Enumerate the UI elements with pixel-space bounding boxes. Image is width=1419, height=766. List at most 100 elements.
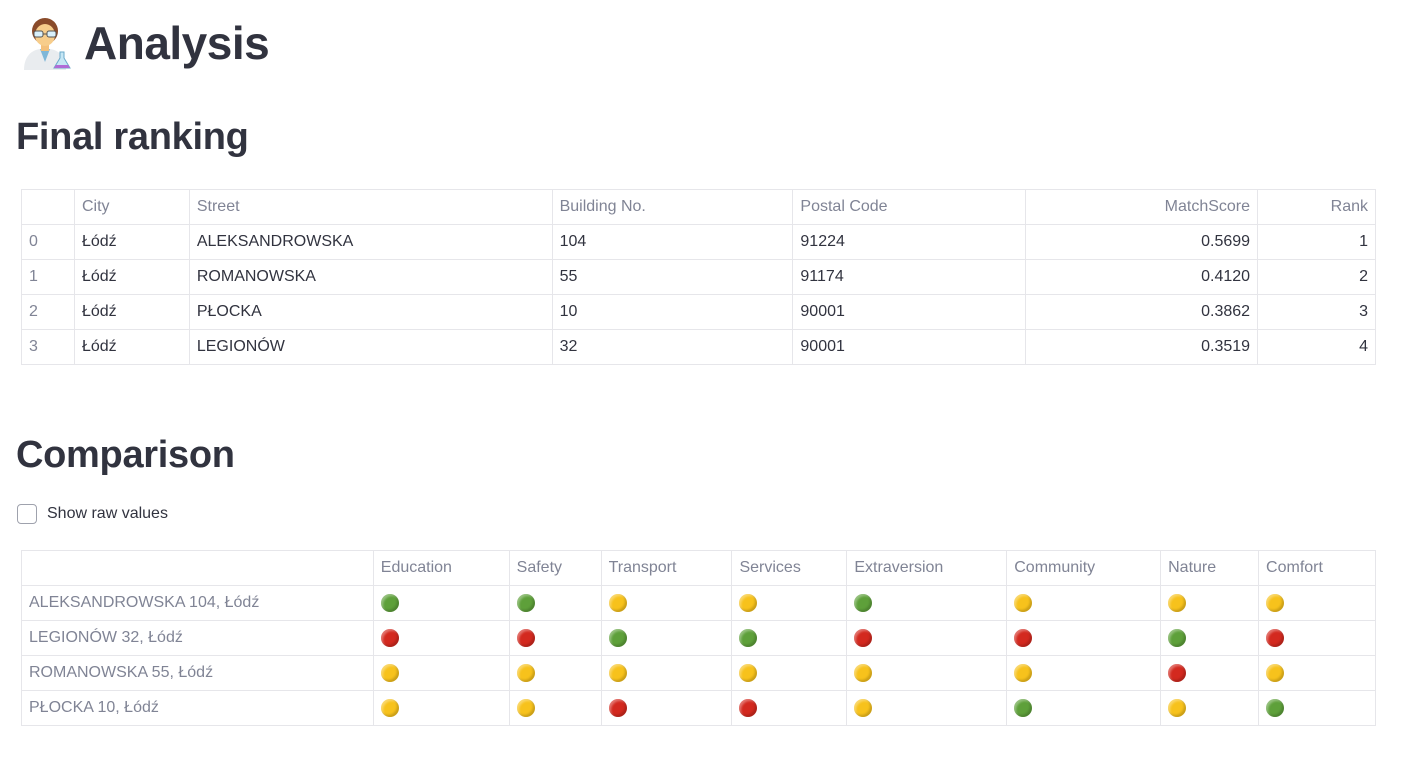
transport-cell[interactable] xyxy=(600,690,733,726)
community-cell[interactable] xyxy=(1006,690,1162,726)
services-cell[interactable] xyxy=(731,585,848,621)
column-header-rank[interactable]: Rank xyxy=(1257,189,1376,225)
checkbox-label[interactable]: Show raw values xyxy=(47,505,168,522)
safety-cell[interactable] xyxy=(508,620,602,656)
postal-cell[interactable]: 90001 xyxy=(792,329,1027,365)
column-header-extraversion[interactable]: Extraversion xyxy=(846,550,1008,586)
column-header-building[interactable]: Building No. xyxy=(551,189,794,225)
row-label[interactable]: PŁOCKA 10, Łódź xyxy=(21,690,374,726)
community-cell[interactable] xyxy=(1006,585,1162,621)
comfort-cell[interactable] xyxy=(1258,620,1376,656)
extraversion-cell[interactable] xyxy=(846,585,1008,621)
postal-cell[interactable]: 90001 xyxy=(792,294,1027,330)
education-cell[interactable] xyxy=(372,585,510,621)
final-ranking-heading: Final ranking xyxy=(16,116,249,158)
comfort-cell[interactable] xyxy=(1258,655,1376,691)
red-circle-icon xyxy=(739,698,758,717)
yellow-circle-icon xyxy=(1266,593,1285,612)
row-index[interactable]: 0 xyxy=(21,224,75,260)
red-circle-icon xyxy=(516,628,535,647)
community-cell[interactable] xyxy=(1006,620,1162,656)
yellow-circle-icon xyxy=(1014,593,1033,612)
street-cell[interactable]: LEGIONÓW xyxy=(188,329,553,365)
yellow-circle-icon xyxy=(1168,698,1187,717)
street-cell[interactable]: ROMANOWSKA xyxy=(188,259,553,295)
building-cell[interactable]: 10 xyxy=(551,294,794,330)
transport-cell[interactable] xyxy=(600,585,733,621)
services-cell[interactable] xyxy=(731,690,848,726)
show-raw-values-checkbox[interactable]: Show raw values xyxy=(17,504,168,524)
nature-cell[interactable] xyxy=(1160,690,1260,726)
column-header-community[interactable]: Community xyxy=(1006,550,1162,586)
column-header-education[interactable]: Education xyxy=(372,550,510,586)
rank-cell[interactable]: 2 xyxy=(1257,259,1376,295)
postal-cell[interactable]: 91174 xyxy=(792,259,1027,295)
table-row: LEGIONÓW 32, Łódź xyxy=(21,620,1376,656)
street-cell[interactable]: ALEKSANDROWSKA xyxy=(188,224,553,260)
yellow-circle-icon xyxy=(1266,663,1285,682)
nature-cell[interactable] xyxy=(1160,585,1260,621)
yellow-circle-icon xyxy=(1168,593,1187,612)
city-cell[interactable]: Łódź xyxy=(73,224,190,260)
postal-cell[interactable]: 91224 xyxy=(792,224,1027,260)
score-cell[interactable]: 0.4120 xyxy=(1025,259,1259,295)
checkbox-box[interactable] xyxy=(17,504,37,524)
row-label[interactable]: ALEKSANDROWSKA 104, Łódź xyxy=(21,585,374,621)
score-cell[interactable]: 0.3519 xyxy=(1025,329,1259,365)
column-header-city[interactable]: City xyxy=(73,189,190,225)
building-cell[interactable]: 104 xyxy=(551,224,794,260)
score-cell[interactable]: 0.3862 xyxy=(1025,294,1259,330)
comfort-cell[interactable] xyxy=(1258,690,1376,726)
ranking-table[interactable]: City Street Building No. Postal Code Mat… xyxy=(21,189,1376,365)
transport-cell[interactable] xyxy=(600,620,733,656)
rank-cell[interactable]: 4 xyxy=(1257,329,1376,365)
comfort-cell[interactable] xyxy=(1258,585,1376,621)
extraversion-cell[interactable] xyxy=(846,655,1008,691)
city-cell[interactable]: Łódź xyxy=(73,259,190,295)
row-label[interactable]: ROMANOWSKA 55, Łódź xyxy=(21,655,374,691)
safety-cell[interactable] xyxy=(508,690,602,726)
extraversion-cell[interactable] xyxy=(846,690,1008,726)
services-cell[interactable] xyxy=(731,620,848,656)
column-header-nature[interactable]: Nature xyxy=(1160,550,1260,586)
yellow-circle-icon xyxy=(608,663,627,682)
column-header-comfort[interactable]: Comfort xyxy=(1258,550,1376,586)
city-cell[interactable]: Łódź xyxy=(73,329,190,365)
building-cell[interactable]: 32 xyxy=(551,329,794,365)
column-header-street[interactable]: Street xyxy=(188,189,553,225)
red-circle-icon xyxy=(608,698,627,717)
education-cell[interactable] xyxy=(372,690,510,726)
column-header-safety[interactable]: Safety xyxy=(508,550,602,586)
ranking-header-row: City Street Building No. Postal Code Mat… xyxy=(21,189,1376,225)
safety-cell[interactable] xyxy=(508,585,602,621)
red-circle-icon xyxy=(1168,663,1187,682)
safety-cell[interactable] xyxy=(508,655,602,691)
building-cell[interactable]: 55 xyxy=(551,259,794,295)
street-cell[interactable]: PŁOCKA xyxy=(188,294,553,330)
column-header-index[interactable] xyxy=(21,189,75,225)
row-index[interactable]: 3 xyxy=(21,329,75,365)
comparison-table[interactable]: Education Safety Transport Services Extr… xyxy=(21,550,1376,726)
rank-cell[interactable]: 3 xyxy=(1257,294,1376,330)
services-cell[interactable] xyxy=(731,655,848,691)
rank-cell[interactable]: 1 xyxy=(1257,224,1376,260)
nature-cell[interactable] xyxy=(1160,655,1260,691)
row-index[interactable]: 2 xyxy=(21,294,75,330)
column-header-address[interactable] xyxy=(21,550,374,586)
city-cell[interactable]: Łódź xyxy=(73,294,190,330)
score-cell[interactable]: 0.5699 xyxy=(1025,224,1259,260)
yellow-circle-icon xyxy=(854,663,873,682)
row-label[interactable]: LEGIONÓW 32, Łódź xyxy=(21,620,374,656)
community-cell[interactable] xyxy=(1006,655,1162,691)
column-header-services[interactable]: Services xyxy=(731,550,848,586)
transport-cell[interactable] xyxy=(600,655,733,691)
yellow-circle-icon xyxy=(1014,663,1033,682)
row-index[interactable]: 1 xyxy=(21,259,75,295)
education-cell[interactable] xyxy=(372,655,510,691)
column-header-postal[interactable]: Postal Code xyxy=(792,189,1027,225)
extraversion-cell[interactable] xyxy=(846,620,1008,656)
column-header-matchscore[interactable]: MatchScore xyxy=(1025,189,1259,225)
nature-cell[interactable] xyxy=(1160,620,1260,656)
education-cell[interactable] xyxy=(372,620,510,656)
column-header-transport[interactable]: Transport xyxy=(600,550,733,586)
